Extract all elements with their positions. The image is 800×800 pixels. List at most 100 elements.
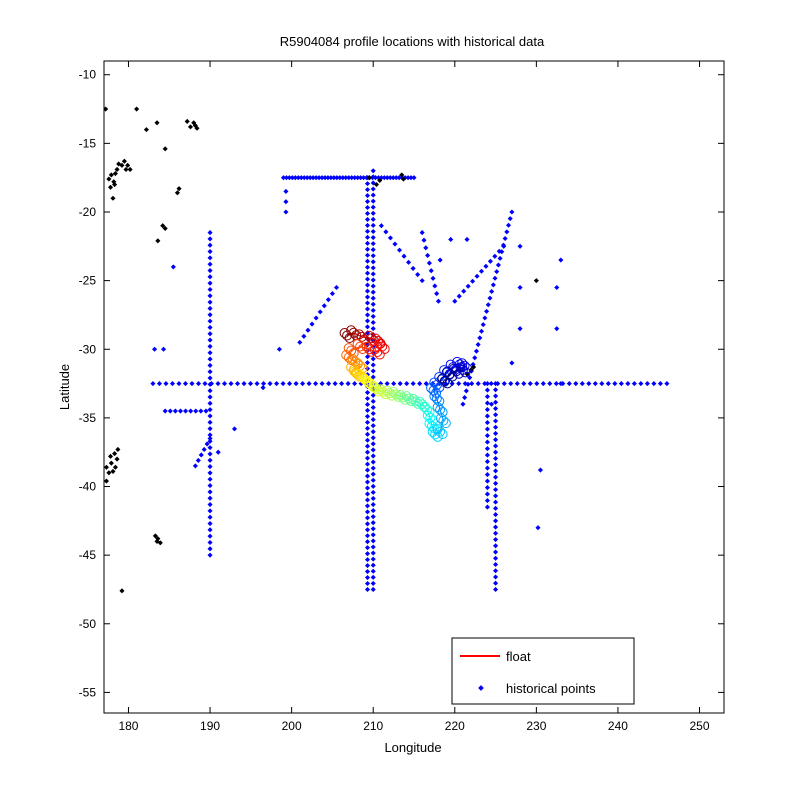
historical-point [612,381,618,387]
reference-point [127,166,133,172]
historical-point [493,518,499,524]
reference-points-layer [104,61,539,594]
historical-point [430,275,436,281]
historical-point [497,255,503,261]
reference-point [399,172,405,178]
reference-point [107,453,114,459]
y-axis-ticks: -10 -15 -20 -25 -30 -35 -40 -45 -50 -55 [79,68,724,699]
historical-point [372,175,378,181]
historical-point [364,252,371,258]
historical-point [152,346,158,352]
historical-point [493,505,499,511]
historical-point [301,175,307,181]
historical-point [207,261,213,267]
historical-point [492,253,498,259]
historical-point [553,381,559,387]
historical-point [370,453,376,459]
float-profile-marker [349,366,360,377]
float-profile-marker [366,346,377,357]
float-profile-marker [401,391,412,402]
historical-point [332,381,338,387]
historical-point [364,503,371,509]
historical-point [207,489,213,495]
historical-point [537,467,543,473]
historical-point [280,381,286,387]
historical-point [339,381,345,387]
historical-point [472,355,478,361]
historical-point [370,417,376,423]
historical-point [586,381,592,387]
historical-point [370,204,376,210]
reference-point [119,588,125,594]
historical-point [397,381,403,387]
historical-point [364,443,371,449]
historical-point [483,263,489,269]
historical-point [484,459,490,465]
historical-point [364,521,371,527]
reference-point [104,464,109,470]
historical-point [493,412,499,418]
historical-point [260,381,267,387]
historical-point [417,381,423,387]
historical-point [478,328,485,334]
historical-point [203,408,209,414]
historical-point [207,381,213,387]
historical-point [207,305,213,312]
historical-point [370,544,376,550]
historical-point [493,574,499,580]
historical-point [156,381,162,387]
historical-point [283,188,289,194]
historical-point [364,557,371,563]
float-profile-marker [355,341,366,352]
historical-point [221,381,228,387]
historical-point [554,284,560,291]
historical-point [502,235,508,242]
historical-point [370,532,376,538]
historical-point [484,478,490,484]
historical-point [484,491,490,497]
historical-point [644,381,650,387]
float-profile-marker [425,412,436,423]
float-profile-marker [375,384,386,395]
historical-point [370,489,376,495]
float-profile-marker [410,396,421,407]
historical-point [167,408,173,414]
historical-point [207,432,213,438]
historical-point [188,408,194,414]
historical-point [370,307,376,313]
historical-point [493,499,499,505]
historical-point [370,495,376,501]
historical-point [207,388,213,394]
historical-point [370,477,376,483]
historical-point [267,381,273,387]
historical-point [364,354,371,360]
historical-point [484,407,490,413]
historical-point [473,348,479,354]
historical-point [370,550,376,556]
historical-point [493,418,499,424]
historical-point [434,291,440,297]
historical-point [517,243,523,249]
historical-point [295,175,301,181]
historical-point [421,237,427,243]
historical-point [345,381,351,387]
legend-box [451,637,635,705]
historical-point [547,381,553,387]
historical-point [370,562,376,568]
historical-point [364,580,371,587]
float-profile-marker [435,426,446,437]
reference-point [115,446,121,453]
float-profile-marker [357,344,368,355]
historical-point [364,306,371,312]
historical-point [489,288,495,295]
reference-point [400,176,406,182]
historical-point [493,568,499,574]
legend: float historical points [451,637,635,705]
historical-point [207,483,213,489]
historical-point [364,467,371,473]
historical-point [456,381,462,387]
historical-point [387,175,393,181]
reference-point [154,120,160,126]
x-tick-label: 200 [282,719,302,733]
historical-point [370,574,376,580]
